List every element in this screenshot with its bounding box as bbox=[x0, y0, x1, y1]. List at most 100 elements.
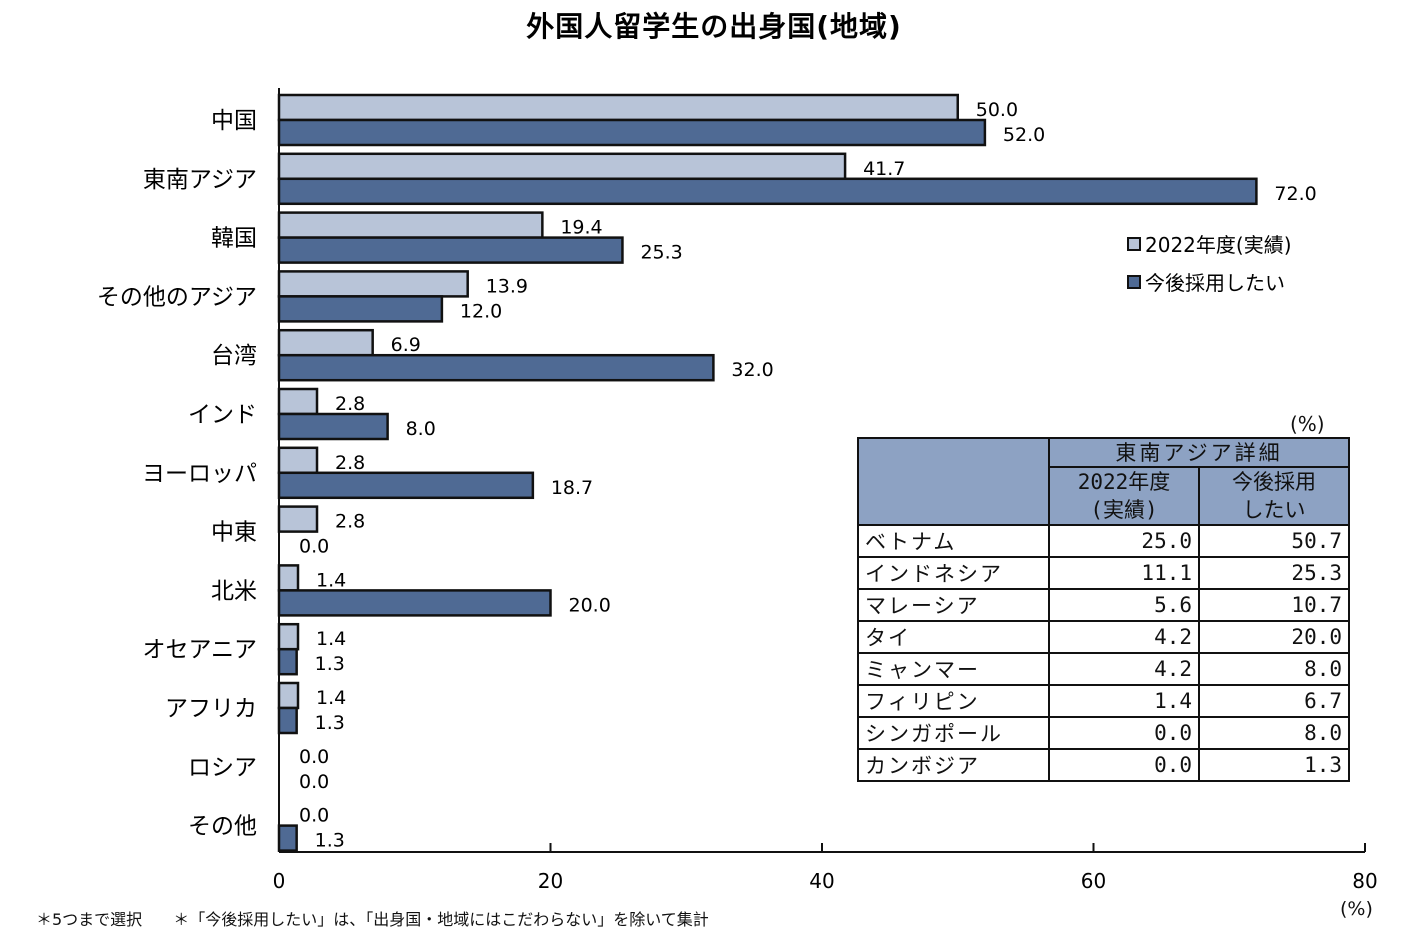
data-label: 0.0 bbox=[299, 746, 329, 768]
bar-2022 bbox=[277, 446, 319, 475]
table-cell-future: 25.3 bbox=[1198, 556, 1350, 590]
data-label: 1.3 bbox=[315, 830, 345, 852]
data-label: 6.9 bbox=[391, 334, 421, 356]
table-cell-2022: 5.6 bbox=[1048, 588, 1200, 622]
x-tick-label: 0 bbox=[273, 869, 286, 893]
x-tick-label: 40 bbox=[809, 869, 834, 893]
table-row: マレーシア 5.6 10.7 bbox=[857, 588, 1350, 622]
table-cell-future: 8.0 bbox=[1198, 652, 1350, 686]
data-label: 72.0 bbox=[1274, 183, 1316, 205]
bar-future bbox=[277, 471, 535, 500]
footnotes: ＊5つまで選択 ＊「今後採用したい」は、「出身国・地域にはこだわらない」を除いて… bbox=[36, 906, 735, 930]
footnote-1: ＊5つまで選択 bbox=[36, 910, 143, 929]
table-row: ベトナム 25.0 50.7 bbox=[857, 524, 1350, 558]
legend-label: 今後採用したい bbox=[1145, 271, 1285, 295]
category-label: ヨーロッパ bbox=[142, 461, 257, 487]
bar-future bbox=[277, 824, 298, 852]
table-row: ミャンマー 4.2 8.0 bbox=[857, 652, 1350, 686]
bar-future bbox=[277, 236, 624, 264]
table-row: カンボジア 0.0 1.3 bbox=[857, 748, 1350, 782]
table-cell-name: カンボジア bbox=[857, 748, 1050, 782]
x-axis: 0 20 40 60 80 bbox=[273, 88, 1378, 893]
footnote-2: ＊「今後採用したい」は、「出身国・地域にはこだわらない」を除いて集計 bbox=[173, 910, 709, 929]
table-row: タイ 4.2 20.0 bbox=[857, 620, 1350, 654]
table-cell-future: 6.7 bbox=[1198, 684, 1350, 718]
category-label: 北米 bbox=[211, 578, 257, 604]
table-cell-2022: 0.0 bbox=[1048, 748, 1200, 782]
x-axis-unit: (%) bbox=[1340, 898, 1373, 920]
table-cell-name: マレーシア bbox=[857, 588, 1050, 622]
category-label: その他のアジア bbox=[97, 284, 257, 310]
table-row: インドネシア 11.1 25.3 bbox=[857, 556, 1350, 590]
category-label: 韓国 bbox=[211, 226, 257, 252]
chart-title: 外国人留学生の出身国(地域) bbox=[526, 10, 902, 43]
bar-2022 bbox=[277, 211, 544, 239]
southeast-asia-table: 東南アジア詳細 2022年度 (実績) 今後採用 したい ベトナム 25.0 50.… bbox=[857, 437, 1350, 782]
data-label: 19.4 bbox=[560, 217, 602, 239]
data-label: 1.4 bbox=[316, 628, 346, 650]
table-body: ベトナム 25.0 50.7 インドネシア 11.1 25.3 マレーシア 5.6 10.7 タイ… bbox=[857, 524, 1350, 782]
table-cell-name: ベトナム bbox=[857, 524, 1050, 558]
table-row: シンガポール 0.0 8.0 bbox=[857, 716, 1350, 750]
x-tick-label: 20 bbox=[538, 869, 563, 893]
category-label: 台湾 bbox=[211, 343, 257, 369]
data-label: 50.0 bbox=[976, 99, 1018, 121]
table-cell-name: フィリピン bbox=[857, 684, 1050, 718]
category-label: 中国 bbox=[211, 108, 257, 134]
data-label: 1.3 bbox=[315, 712, 345, 734]
data-label: 2.8 bbox=[335, 511, 365, 533]
bar-future bbox=[277, 706, 298, 735]
bar-2022 bbox=[277, 270, 469, 298]
data-label: 18.7 bbox=[551, 477, 593, 499]
data-label: 2.8 bbox=[335, 393, 365, 415]
category-label: 中東 bbox=[211, 520, 257, 546]
data-label: 1.4 bbox=[316, 569, 346, 591]
table-cell-2022: 1.4 bbox=[1048, 684, 1200, 718]
category-label: インド bbox=[188, 402, 257, 428]
table-corner bbox=[857, 437, 1050, 526]
table-cell-2022: 0.0 bbox=[1048, 716, 1200, 750]
table-cell-future: 8.0 bbox=[1198, 716, 1350, 750]
legend-swatch bbox=[1127, 275, 1141, 289]
data-label: 0.0 bbox=[299, 805, 329, 827]
table-cell-name: ミャンマー bbox=[857, 652, 1050, 686]
bar-2022 bbox=[277, 681, 300, 710]
data-label: 1.4 bbox=[316, 687, 346, 709]
table-cell-name: タイ bbox=[857, 620, 1050, 654]
table-cell-future: 20.0 bbox=[1198, 620, 1350, 654]
category-label: 東南アジア bbox=[143, 167, 257, 193]
x-tick-label: 80 bbox=[1352, 869, 1377, 893]
bar-2022 bbox=[277, 93, 959, 122]
table-cell-2022: 4.2 bbox=[1048, 652, 1200, 686]
bar-future bbox=[277, 412, 389, 441]
table-cell-2022: 25.0 bbox=[1048, 524, 1200, 558]
table-col-2022: 2022年度 (実績) bbox=[1048, 466, 1200, 526]
category-label: アフリカ bbox=[165, 696, 257, 722]
data-label: 20.0 bbox=[569, 594, 611, 616]
data-label: 52.0 bbox=[1003, 124, 1045, 146]
bar-2022 bbox=[277, 505, 319, 533]
data-label: 0.0 bbox=[299, 771, 329, 793]
bar-future bbox=[277, 353, 715, 382]
category-label: ロシア bbox=[188, 755, 257, 781]
legend-label: 2022年度(実績) bbox=[1145, 233, 1292, 257]
data-label: 13.9 bbox=[486, 275, 528, 297]
table-cell-name: インドネシア bbox=[857, 556, 1050, 590]
data-label: 41.7 bbox=[863, 158, 905, 180]
data-label: 25.3 bbox=[640, 242, 682, 264]
category-label: オセアニア bbox=[142, 637, 257, 663]
bar-2022 bbox=[277, 328, 374, 357]
table-cell-future: 1.3 bbox=[1198, 748, 1350, 782]
table-cell-future: 10.7 bbox=[1198, 588, 1350, 622]
data-label: 2.8 bbox=[335, 452, 365, 474]
data-label: 12.0 bbox=[460, 300, 502, 322]
category-label: その他 bbox=[188, 814, 257, 840]
legend: 2022年度(実績) 今後採用したい bbox=[1127, 233, 1292, 295]
bar-future bbox=[277, 118, 987, 147]
data-label: 0.0 bbox=[299, 536, 329, 558]
data-label: 32.0 bbox=[731, 359, 773, 381]
data-label: 1.3 bbox=[315, 653, 345, 675]
bar-2022 bbox=[277, 387, 319, 416]
table-cell-future: 50.7 bbox=[1198, 524, 1350, 558]
